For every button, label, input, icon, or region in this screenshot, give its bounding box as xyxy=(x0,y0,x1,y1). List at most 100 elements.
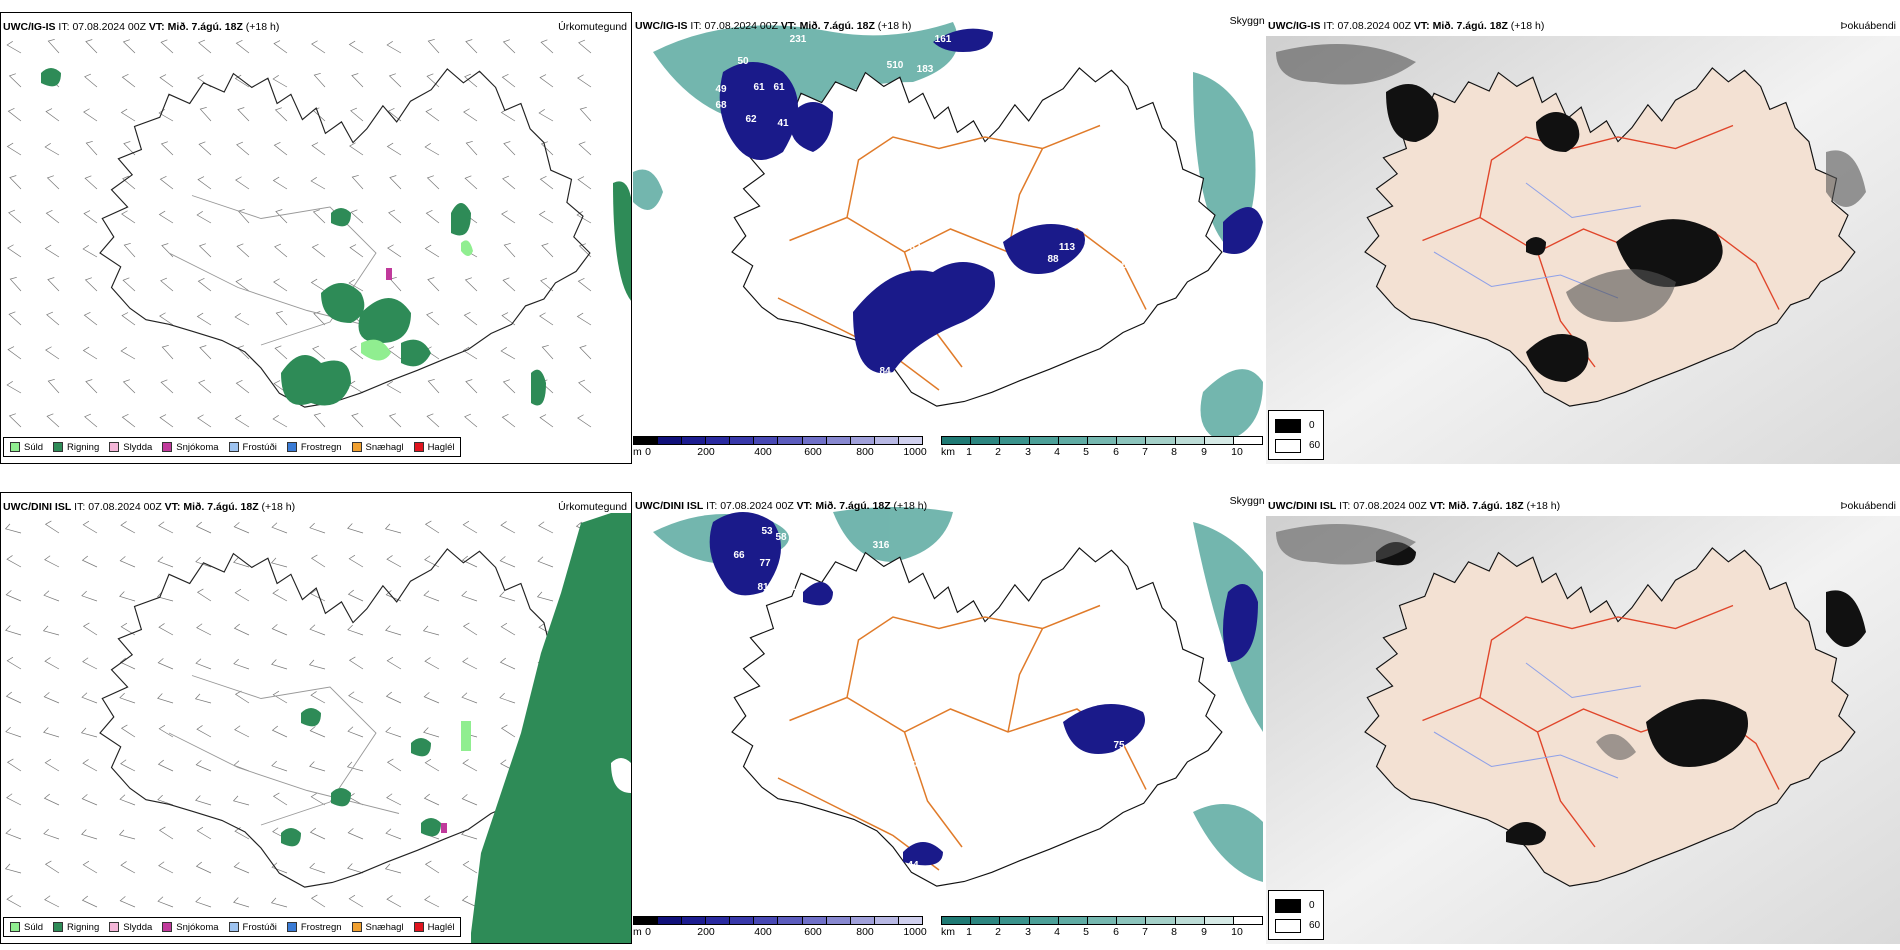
wind-barb xyxy=(81,590,98,602)
wind-barb xyxy=(462,860,478,874)
wind-barb xyxy=(348,380,364,394)
wind-barb xyxy=(123,242,136,258)
wind-barb xyxy=(6,656,22,670)
vbar-tick: 2 xyxy=(995,926,1001,938)
wind-barb xyxy=(423,692,440,704)
wind-barb xyxy=(6,895,22,908)
fog-dark-label: 0 xyxy=(1309,900,1315,911)
wind-barb xyxy=(44,143,60,156)
wind-barb xyxy=(386,142,402,156)
wind-barb xyxy=(4,523,22,534)
visibility-unit: km xyxy=(941,926,955,938)
cloudbase-unit: m xyxy=(633,446,642,458)
wind-barb xyxy=(541,344,554,360)
wind-barb xyxy=(501,73,516,88)
wind-barb xyxy=(122,277,136,292)
wind-barb xyxy=(387,107,402,122)
cloudbase-label: 144 xyxy=(1057,290,1074,301)
wind-barb xyxy=(232,795,250,806)
wind-barb xyxy=(309,761,326,772)
wind-barb xyxy=(503,242,516,258)
wind-barb xyxy=(388,413,402,428)
wind-barb xyxy=(463,311,478,326)
wind-barb xyxy=(121,73,136,88)
cbar-tick: 0 xyxy=(645,446,651,458)
cloudbase-label: 74 xyxy=(683,136,695,147)
wind-barb xyxy=(120,108,136,122)
wind-barb xyxy=(198,379,212,394)
wind-barb xyxy=(426,311,440,326)
wind-barb xyxy=(386,656,402,670)
legend-swatch xyxy=(162,442,173,452)
wind-barb xyxy=(4,863,22,874)
legend-swatch xyxy=(286,442,297,452)
wind-barb xyxy=(578,379,592,394)
cloudbase-label: 74 xyxy=(1015,346,1027,357)
legend-item: Snæhagl xyxy=(351,442,404,453)
wind-barb xyxy=(197,74,212,88)
wind-barb xyxy=(158,210,174,224)
wind-barb xyxy=(236,243,250,258)
wind-barb xyxy=(235,278,250,292)
wind-barb xyxy=(313,311,326,326)
visibility-colorbar-bottom: km 1 2 3 4 5 6 7 8 9 10 xyxy=(941,916,1263,940)
wind-barb xyxy=(159,312,174,326)
wind-barb xyxy=(6,381,22,394)
wind-barb xyxy=(7,346,22,360)
visibility-title-top: Skyggni xyxy=(1229,15,1265,27)
wind-barb xyxy=(234,690,250,704)
wind-barb xyxy=(389,175,402,190)
wind-barb xyxy=(499,657,516,670)
wind-barb xyxy=(85,379,98,394)
legend-swatch xyxy=(228,922,239,932)
wind-barb xyxy=(348,279,364,292)
cloudbase-label: 316 xyxy=(873,540,890,551)
wind-barb xyxy=(309,862,326,874)
wind-barb xyxy=(577,414,592,428)
wind-barb xyxy=(461,794,478,806)
wind-barb xyxy=(540,141,554,156)
wind-barb xyxy=(234,588,250,602)
wind-barb xyxy=(7,244,22,258)
fog-map-bottom xyxy=(1266,516,1900,944)
legend-item: Snæhagl xyxy=(351,922,404,933)
wind-barb xyxy=(47,277,60,292)
wind-barb xyxy=(425,108,440,122)
wind-barb xyxy=(540,277,554,292)
wind-barb xyxy=(5,828,22,840)
cloudbase-label: 197 xyxy=(977,50,994,61)
cloudbase-label: 67 xyxy=(991,356,1003,367)
cloudbase-label: 84 xyxy=(879,366,891,377)
wind-barb xyxy=(197,176,212,190)
wind-barb xyxy=(82,860,98,874)
wind-barb xyxy=(499,591,516,602)
vbar-tick: 8 xyxy=(1171,926,1177,938)
wind-barb xyxy=(539,414,554,428)
wind-barb xyxy=(576,312,592,326)
wind-barb xyxy=(312,209,326,224)
wind-barb xyxy=(122,379,136,394)
visibility-bar xyxy=(941,916,1263,925)
wind-barb xyxy=(502,277,516,292)
wind-barb xyxy=(386,793,402,806)
cbar-tick: 600 xyxy=(804,446,822,458)
wind-barb xyxy=(388,73,402,88)
cloudbase-label: 42 xyxy=(1013,324,1025,335)
cloudbase-label: 95 xyxy=(909,412,921,423)
visibility-colorbar-top: km 1 2 3 4 5 6 7 8 9 10 xyxy=(941,436,1263,460)
wind-barb xyxy=(274,107,288,122)
wind-barb xyxy=(503,141,516,156)
cloudbase-label: 61 xyxy=(773,82,785,93)
wind-barb xyxy=(84,175,98,190)
wind-barb xyxy=(237,107,250,122)
wind-barb xyxy=(384,863,402,874)
wind-barb xyxy=(577,74,592,88)
wind-barb xyxy=(274,345,288,360)
legend-item: Frostúði xyxy=(228,922,277,933)
wind-barb xyxy=(81,692,98,704)
legend-swatch xyxy=(10,442,20,452)
wind-barb xyxy=(348,691,364,704)
wind-barb xyxy=(236,345,250,360)
legend-item: Slydda xyxy=(109,922,152,933)
wind-barb xyxy=(577,277,592,292)
